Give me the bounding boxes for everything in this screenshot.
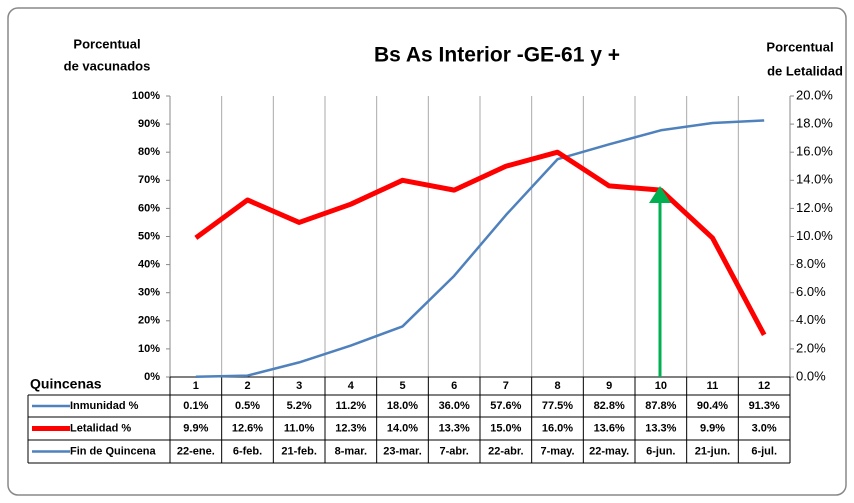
y2-tick-label: 6.0% — [796, 284, 826, 299]
x-tick-label: 2 — [244, 380, 250, 392]
table-cell: 12.3% — [335, 422, 366, 434]
y2-tick-label: 8.0% — [796, 256, 826, 271]
table-cell: 21-feb. — [281, 445, 316, 457]
table-cell: 23-mar. — [383, 445, 422, 457]
table-cell: 87.8% — [645, 400, 676, 412]
x-axis-label: Quincenas — [30, 376, 102, 392]
table-cell: 18.0% — [387, 400, 418, 412]
table-cell: 11.0% — [284, 422, 315, 434]
x-tick-label: 9 — [606, 380, 612, 392]
legend-label: Fin de Quincena — [70, 445, 156, 457]
table-cell: 13.3% — [645, 422, 676, 434]
table-cell: 16.0% — [542, 422, 573, 434]
y-axis-label: de vacunados — [64, 58, 151, 73]
table-cell: 14.0% — [387, 422, 418, 434]
y-axis-label: Porcentual — [73, 36, 140, 51]
y-tick-label: 50% — [138, 230, 160, 242]
table-cell: 9.9% — [183, 422, 208, 434]
table-cell: 7-may. — [540, 445, 574, 457]
y2-tick-label: 0.0% — [796, 368, 826, 383]
table-cell: 12.6% — [232, 422, 263, 434]
x-tick-label: 6 — [451, 380, 457, 392]
y2-tick-label: 4.0% — [796, 312, 826, 327]
y-tick-label: 60% — [138, 202, 160, 214]
x-tick-label: 10 — [655, 380, 667, 392]
table-cell: 13.3% — [439, 422, 470, 434]
table-cell: 77.5% — [542, 400, 573, 412]
legend-label: Inmunidad % — [70, 400, 139, 412]
table-cell: 21-jun. — [695, 445, 730, 457]
y2-tick-label: 2.0% — [796, 340, 826, 355]
y2-tick-label: 20.0% — [796, 87, 833, 102]
x-tick-label: 3 — [296, 380, 302, 392]
annotation-arrowhead — [649, 186, 671, 203]
table-cell: 82.8% — [594, 400, 625, 412]
table-cell: 36.0% — [439, 400, 470, 412]
table-cell: 11.2% — [336, 400, 367, 412]
y-tick-label: 30% — [138, 287, 160, 299]
y2-tick-label: 16.0% — [796, 144, 833, 159]
x-tick-label: 5 — [399, 380, 405, 392]
table-cell: 6-jul. — [751, 445, 777, 457]
table-cell: 22-may. — [589, 445, 629, 457]
y2-axis-label: Porcentual — [766, 39, 833, 54]
table-cell: 6-feb. — [233, 445, 262, 457]
chart-title: Bs As Interior -GE-61 y + — [374, 44, 620, 67]
x-tick-label: 1 — [193, 380, 199, 392]
table-cell: 7-abr. — [439, 445, 468, 457]
y2-tick-label: 14.0% — [796, 172, 833, 187]
table-cell: 0.1% — [183, 400, 208, 412]
series-line — [194, 149, 767, 337]
y-tick-label: 0% — [144, 371, 160, 383]
table-cell: 90.4% — [697, 400, 728, 412]
y-tick-label: 10% — [138, 343, 160, 355]
table-cell: 3.0% — [752, 422, 777, 434]
series-line — [195, 119, 765, 378]
legend-label: Letalidad % — [70, 422, 131, 434]
y-tick-label: 80% — [138, 146, 160, 158]
table-cell: 22-ene. — [177, 445, 215, 457]
table-cell: 0.5% — [235, 400, 260, 412]
table-cell: 5.2% — [287, 400, 312, 412]
table-cell: 13.6% — [594, 422, 625, 434]
y2-tick-label: 18.0% — [796, 116, 833, 131]
table-cell: 9.9% — [700, 422, 725, 434]
table-cell: 6-jun. — [646, 445, 675, 457]
chart-frame — [7, 7, 847, 496]
table-cell: 91.3% — [749, 400, 780, 412]
y-tick-label: 20% — [138, 315, 160, 327]
y2-tick-label: 12.0% — [796, 200, 833, 215]
table-cell: 8-mar. — [335, 445, 367, 457]
table-cell: 57.6% — [490, 400, 521, 412]
x-tick-label: 12 — [758, 380, 770, 392]
x-tick-label: 4 — [348, 380, 355, 392]
x-tick-label: 11 — [707, 380, 719, 392]
y2-axis-label: de Letalidad — [767, 63, 843, 78]
y-tick-label: 90% — [138, 118, 160, 130]
x-tick-label: 7 — [503, 380, 509, 392]
y-tick-label: 40% — [138, 259, 160, 271]
table-cell: 22-abr. — [488, 445, 523, 457]
y2-tick-label: 10.0% — [796, 228, 833, 243]
table-cell: 15.0% — [490, 422, 521, 434]
y-tick-label: 70% — [138, 174, 160, 186]
y-tick-label: 100% — [132, 90, 160, 102]
x-tick-label: 8 — [554, 380, 560, 392]
